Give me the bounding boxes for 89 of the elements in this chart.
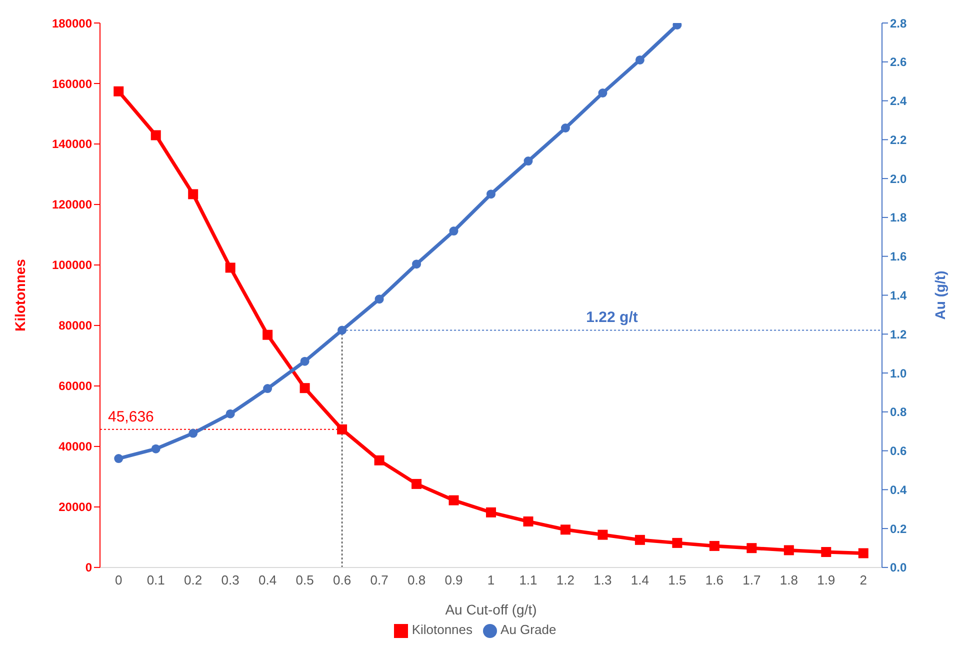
y-tick-label: 0 xyxy=(85,560,92,575)
y-tick-label: 120000 xyxy=(52,198,92,212)
legend-label: Kilotonnes xyxy=(412,622,473,638)
x-tick-label: 0.9 xyxy=(444,572,463,588)
ref-line-label: 45,636 xyxy=(108,408,154,426)
x-tick-label: 0.6 xyxy=(333,572,352,588)
y-tick-label: 80000 xyxy=(58,318,92,333)
point xyxy=(784,545,794,556)
x-tick-label: 1.9 xyxy=(817,572,836,588)
point xyxy=(337,424,348,434)
x-tick-label: 1 xyxy=(487,572,495,588)
x-tick-label: 1.2 xyxy=(556,572,575,588)
point xyxy=(263,384,272,394)
y-axis-title: Kilotonnes xyxy=(12,258,28,332)
y2-tick-label: 0.4 xyxy=(890,482,908,497)
point xyxy=(449,226,458,236)
x-tick-label: 0 xyxy=(115,572,122,588)
point xyxy=(338,326,347,335)
point xyxy=(560,124,570,132)
point xyxy=(858,548,868,558)
point xyxy=(150,130,161,140)
point xyxy=(709,540,720,551)
y2-tick-label: 0.8 xyxy=(890,405,908,420)
x-tick-label: 1.7 xyxy=(742,572,761,588)
point xyxy=(672,538,682,548)
y-tick-label: 60000 xyxy=(58,379,92,394)
y2-tick-label: 1.2 xyxy=(890,327,908,342)
point xyxy=(635,55,644,64)
point xyxy=(114,454,124,464)
point xyxy=(598,88,608,98)
y-tick-label: 20000 xyxy=(58,500,92,514)
y2-tick-label: 2.2 xyxy=(890,132,908,147)
y-tick-label: 160000 xyxy=(52,76,92,91)
y2-tick-label: 0.0 xyxy=(890,560,908,575)
x-tick-label: 1.8 xyxy=(780,572,798,588)
y2-tick-label: 0.6 xyxy=(890,444,908,458)
x-tick-label: 1.6 xyxy=(705,572,724,588)
y-tick-label: 140000 xyxy=(52,137,92,152)
point xyxy=(486,507,496,518)
point xyxy=(226,409,235,418)
point xyxy=(412,478,422,489)
y2-axis-title: Au (g/t) xyxy=(932,270,948,320)
y2-tick-label: 2.6 xyxy=(890,55,908,70)
legend-label: Au Grade xyxy=(500,622,556,638)
x-tick-label: 1.3 xyxy=(594,572,612,588)
point xyxy=(634,534,645,545)
y-tick-label: 40000 xyxy=(58,440,92,454)
x-tick-label: 0.8 xyxy=(407,572,426,588)
point xyxy=(225,262,236,273)
point xyxy=(300,356,310,366)
point xyxy=(821,547,832,558)
point xyxy=(598,530,608,540)
point xyxy=(374,294,384,304)
y2-tick-label: 2.4 xyxy=(890,94,908,108)
x-tick-label: 0.3 xyxy=(221,572,240,588)
y2-tick-label: 2.0 xyxy=(890,172,908,186)
point xyxy=(524,156,533,166)
point xyxy=(300,383,310,394)
x-tick-label: 0.4 xyxy=(258,572,277,588)
x-tick-label: 0.5 xyxy=(296,572,314,588)
x-tick-label: 1.1 xyxy=(519,572,538,588)
point xyxy=(523,516,534,526)
y2-tick-label: 1.8 xyxy=(890,210,908,225)
point xyxy=(262,330,273,340)
point xyxy=(188,189,198,200)
x-tick-label: 1.5 xyxy=(668,572,686,588)
y-tick-label: 100000 xyxy=(52,258,92,272)
y-tick-label: 180000 xyxy=(52,16,92,30)
x-axis-title: Au Cut-off (g/t) xyxy=(445,601,537,618)
point xyxy=(486,190,496,199)
point xyxy=(412,260,422,269)
point xyxy=(374,455,384,466)
point xyxy=(746,543,757,554)
point xyxy=(448,495,459,506)
point xyxy=(560,524,570,535)
y2-tick-label: 1.6 xyxy=(890,250,908,264)
x-tick-label: 0.7 xyxy=(370,572,388,588)
y2-tick-label: 1.4 xyxy=(890,288,908,302)
y2-tick-label: 0.2 xyxy=(890,522,908,536)
x-tick-label: 2 xyxy=(860,572,867,588)
x-tick-label: 0.1 xyxy=(146,572,165,588)
ref-line-label: 1.22 g/t xyxy=(586,309,638,326)
point xyxy=(188,428,198,438)
y2-tick-label: 1.0 xyxy=(890,366,908,380)
y2-tick-label: 2.8 xyxy=(890,16,908,30)
x-tick-label: 0.2 xyxy=(184,572,202,588)
x-tick-label: 1.4 xyxy=(630,572,649,588)
point xyxy=(114,86,124,96)
point xyxy=(151,444,160,454)
